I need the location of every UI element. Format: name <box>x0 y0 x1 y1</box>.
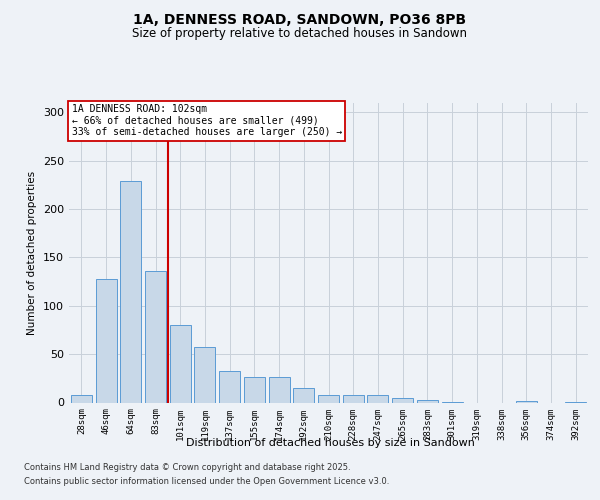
Y-axis label: Number of detached properties: Number of detached properties <box>28 170 37 334</box>
Bar <box>194 348 215 403</box>
Bar <box>343 395 364 402</box>
Bar <box>244 378 265 402</box>
Bar <box>170 325 191 402</box>
Bar <box>293 388 314 402</box>
Bar <box>318 395 339 402</box>
Bar <box>392 398 413 402</box>
Bar <box>516 400 537 402</box>
Text: 1A, DENNESS ROAD, SANDOWN, PO36 8PB: 1A, DENNESS ROAD, SANDOWN, PO36 8PB <box>133 12 467 26</box>
Text: Size of property relative to detached houses in Sandown: Size of property relative to detached ho… <box>133 28 467 40</box>
Bar <box>71 395 92 402</box>
Bar <box>120 181 141 402</box>
Text: Contains public sector information licensed under the Open Government Licence v3: Contains public sector information licen… <box>24 477 389 486</box>
Text: Contains HM Land Registry data © Crown copyright and database right 2025.: Contains HM Land Registry data © Crown c… <box>24 464 350 472</box>
Bar <box>367 395 388 402</box>
Text: 1A DENNESS ROAD: 102sqm
← 66% of detached houses are smaller (499)
33% of semi-d: 1A DENNESS ROAD: 102sqm ← 66% of detache… <box>71 104 342 137</box>
Bar <box>269 378 290 402</box>
Bar <box>219 370 240 402</box>
Bar <box>417 400 438 402</box>
Bar <box>95 278 116 402</box>
Text: Distribution of detached houses by size in Sandown: Distribution of detached houses by size … <box>185 438 475 448</box>
Bar <box>145 271 166 402</box>
